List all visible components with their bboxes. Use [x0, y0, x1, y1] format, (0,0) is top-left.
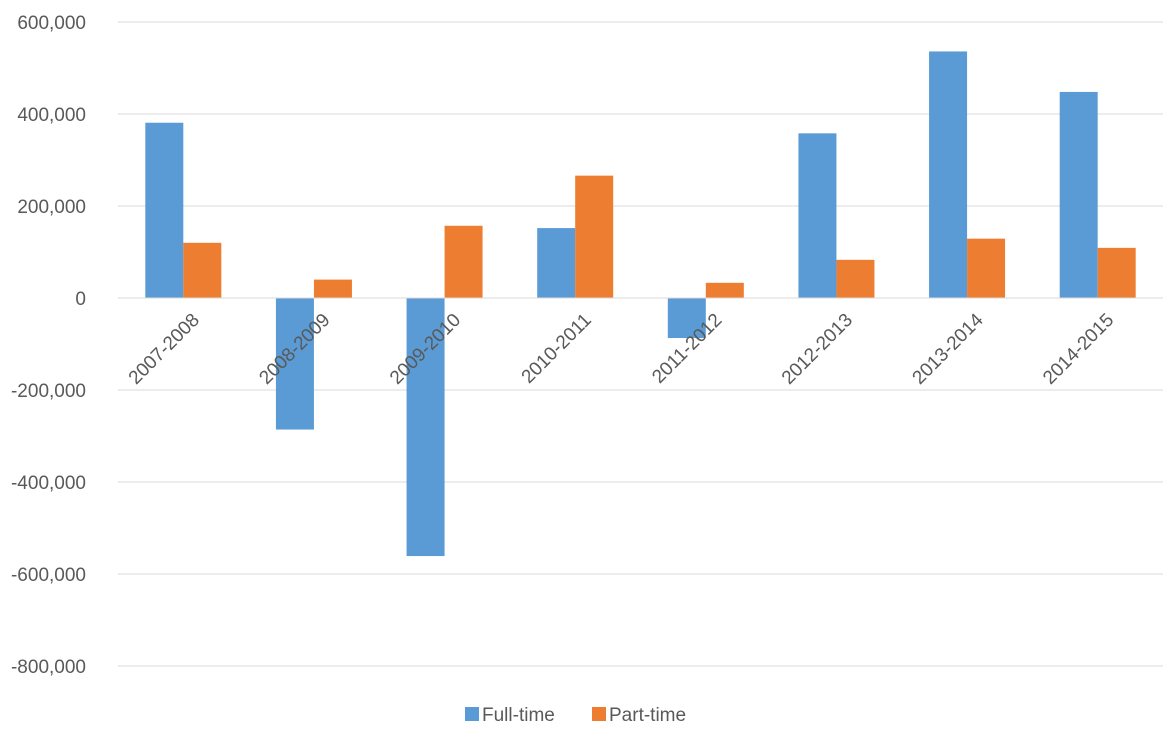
bar-full-time-2013-2014: [929, 51, 968, 298]
legend-label-full-time: Full-time: [482, 705, 555, 726]
y-tick-label: -800,000: [11, 657, 86, 678]
category-label: 2007-2008: [125, 310, 204, 389]
y-tick-label: -600,000: [11, 565, 86, 586]
legend-item-part-time: Part-time: [592, 705, 686, 726]
category-label: 2012-2013: [778, 310, 857, 389]
bar-full-time-2014-2015: [1059, 91, 1098, 298]
category-label: 2014-2015: [1039, 310, 1118, 389]
y-tick-label: 200,000: [17, 197, 86, 218]
bar-part-time-2013-2014: [967, 238, 1006, 298]
gridlines: [118, 21, 1163, 667]
bar-full-time-2012-2013: [798, 133, 837, 298]
legend: Full-time Part-time: [465, 705, 686, 726]
bars: [145, 51, 1136, 557]
bar-full-time-2011-2012: [667, 298, 706, 339]
bar-part-time-2007-2008: [183, 242, 222, 298]
bar-part-time-2012-2013: [836, 259, 875, 298]
y-tick-label: 0: [75, 289, 86, 310]
category-labels: 2007-2008 2008-2009 2009-2010 2010-2011 2011…: [125, 309, 1118, 388]
y-tick-label: -200,000: [11, 381, 86, 402]
category-label: 2013-2014: [909, 309, 988, 388]
bar-full-time-2010-2011: [537, 228, 576, 298]
legend-label-part-time: Part-time: [609, 705, 686, 726]
bar-full-time-2007-2008: [145, 122, 184, 299]
y-tick-label: 600,000: [17, 13, 86, 34]
y-tick-label: -400,000: [11, 473, 86, 494]
bar-part-time-2009-2010: [444, 225, 483, 298]
bar-full-time-2008-2009: [275, 298, 314, 430]
legend-swatch-part-time: [592, 707, 606, 721]
bar-part-time-2011-2012: [705, 282, 744, 298]
legend-swatch-full-time: [465, 707, 479, 721]
category-label: 2010-2011: [518, 310, 596, 388]
bar-full-time-2009-2010: [406, 298, 445, 557]
bar-part-time-2010-2011: [575, 175, 614, 298]
bar-part-time-2008-2009: [313, 279, 352, 298]
legend-item-full-time: Full-time: [465, 705, 555, 726]
y-axis-tick-labels: 600,000 400,000 200,000 0 -200,000 -400,000 -6…: [11, 13, 86, 678]
y-tick-label: 400,000: [17, 105, 86, 126]
bar-part-time-2014-2015: [1097, 247, 1136, 298]
